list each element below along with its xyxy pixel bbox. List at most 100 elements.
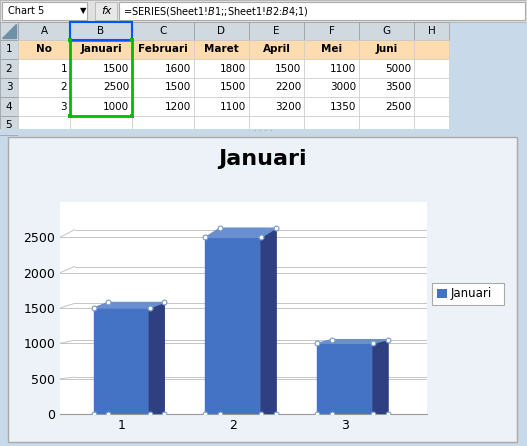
Text: 3: 3 — [6, 83, 12, 92]
Bar — [359, 22, 414, 40]
Text: 3500: 3500 — [385, 83, 411, 92]
Bar — [68, 114, 72, 118]
Text: 1100: 1100 — [220, 102, 246, 112]
Bar — [0, 78, 18, 97]
Bar — [414, 59, 449, 78]
Text: Mei: Mei — [321, 45, 342, 54]
Text: F: F — [328, 26, 335, 36]
Bar — [437, 289, 447, 297]
Text: fx: fx — [101, 6, 111, 16]
Text: Februari: Februari — [138, 45, 188, 54]
Bar — [304, 97, 359, 116]
Bar — [359, 59, 414, 78]
Text: 1800: 1800 — [220, 63, 246, 74]
Bar — [70, 40, 132, 116]
Text: Juni: Juni — [375, 45, 398, 54]
Bar — [0, 40, 18, 59]
Bar — [414, 40, 449, 59]
Bar — [194, 97, 249, 116]
Text: ▼: ▼ — [80, 7, 86, 16]
Bar — [194, 59, 249, 78]
Text: 3200: 3200 — [275, 102, 301, 112]
Text: · · · ·: · · · · — [255, 128, 272, 136]
Bar — [432, 282, 504, 305]
Text: C: C — [159, 26, 167, 36]
Polygon shape — [206, 228, 276, 237]
Bar — [2, 2, 87, 20]
Bar — [249, 78, 304, 97]
Text: D: D — [218, 26, 226, 36]
Bar — [304, 78, 359, 97]
Text: 2: 2 — [6, 63, 12, 74]
Polygon shape — [261, 228, 276, 414]
Polygon shape — [150, 302, 164, 414]
Bar — [119, 2, 525, 20]
Polygon shape — [317, 343, 373, 414]
Bar — [194, 78, 249, 97]
Polygon shape — [94, 302, 164, 308]
Polygon shape — [261, 228, 276, 414]
Bar — [132, 116, 194, 135]
Bar — [249, 116, 304, 135]
Bar — [18, 40, 70, 59]
Text: 5: 5 — [6, 120, 12, 131]
Text: 1100: 1100 — [330, 63, 356, 74]
Text: 3000: 3000 — [330, 83, 356, 92]
Bar — [304, 59, 359, 78]
Bar — [70, 97, 132, 116]
Bar — [304, 40, 359, 59]
Text: 1350: 1350 — [329, 102, 356, 112]
Bar — [0, 97, 18, 116]
Text: 1500: 1500 — [275, 63, 301, 74]
Bar — [304, 22, 359, 40]
Bar — [0, 116, 18, 135]
Bar — [95, 2, 117, 20]
Bar — [68, 38, 72, 42]
Text: 2500: 2500 — [103, 83, 129, 92]
Text: =SERIES(Sheet1!$B$1;;Sheet1!$B$2:$B$4;1): =SERIES(Sheet1!$B$1;;Sheet1!$B$2:$B$4;1) — [123, 4, 309, 17]
Polygon shape — [150, 302, 164, 414]
Text: H: H — [427, 26, 435, 36]
Bar — [130, 114, 134, 118]
Bar — [249, 59, 304, 78]
Bar — [414, 22, 449, 40]
Text: April: April — [262, 45, 290, 54]
Text: A: A — [41, 26, 47, 36]
Text: Maret: Maret — [204, 45, 239, 54]
Bar — [70, 22, 132, 40]
Text: 1: 1 — [61, 63, 67, 74]
Bar — [414, 97, 449, 116]
Bar — [194, 116, 249, 135]
Bar — [132, 59, 194, 78]
Bar — [359, 116, 414, 135]
Text: 1: 1 — [6, 45, 12, 54]
Bar — [0, 129, 527, 135]
Bar — [132, 97, 194, 116]
Bar — [359, 78, 414, 97]
Bar — [132, 78, 194, 97]
Bar — [70, 78, 132, 97]
Text: Chart 5: Chart 5 — [8, 6, 44, 16]
Bar — [414, 78, 449, 97]
Bar — [0, 22, 18, 40]
Text: 5000: 5000 — [385, 63, 411, 74]
Text: 1200: 1200 — [165, 102, 191, 112]
Bar — [18, 22, 70, 40]
Bar — [132, 40, 194, 59]
Text: 2200: 2200 — [275, 83, 301, 92]
Polygon shape — [2, 24, 16, 38]
Text: 2: 2 — [61, 83, 67, 92]
Bar — [132, 22, 194, 40]
Bar — [0, 0, 527, 22]
Bar — [194, 40, 249, 59]
Bar — [0, 59, 18, 78]
Text: 4: 4 — [6, 102, 12, 112]
Polygon shape — [317, 340, 388, 343]
Bar — [359, 97, 414, 116]
Text: Januari: Januari — [451, 287, 492, 300]
Bar — [18, 59, 70, 78]
Polygon shape — [373, 340, 388, 414]
Text: E: E — [274, 26, 280, 36]
Text: 1500: 1500 — [220, 83, 246, 92]
Text: B: B — [97, 26, 104, 36]
